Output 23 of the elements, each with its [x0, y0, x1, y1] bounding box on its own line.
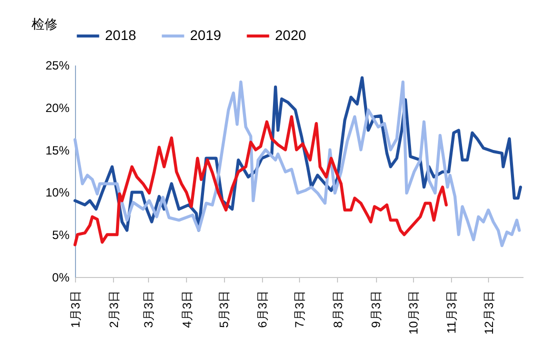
- y-tick-label: 0%: [52, 270, 70, 284]
- y-tick-label: 5%: [52, 228, 70, 242]
- y-tick-label: 20%: [45, 100, 70, 115]
- legend-label: 2018: [105, 27, 136, 43]
- y-tick-label: 15%: [45, 143, 70, 158]
- x-tick-label: 10月3日: [406, 290, 420, 335]
- line-series: [74, 115, 448, 246]
- x-tick-label: 6月3日: [255, 290, 270, 328]
- x-tick-label: 7月3日: [292, 290, 306, 328]
- legend-label: 2020: [275, 27, 306, 43]
- x-tick-label: 9月3日: [369, 290, 384, 328]
- legend-label: 2019: [190, 27, 222, 43]
- x-tick-label: 8月3日: [330, 290, 345, 328]
- x-tick-label: 2月3日: [106, 290, 121, 328]
- x-tick-label: 5月3日: [217, 290, 232, 328]
- y-tick-label: 10%: [45, 186, 70, 200]
- x-tick-label: 3月3日: [142, 290, 156, 328]
- x-tick-label: 1月3日: [68, 290, 82, 328]
- y-axis-title: 检修: [32, 16, 58, 32]
- x-tick-label: 12月3日: [482, 290, 496, 335]
- x-tick-label: 4月3日: [180, 290, 194, 328]
- x-tick-label: 11月3日: [444, 290, 459, 334]
- y-tick-label: 25%: [45, 58, 70, 72]
